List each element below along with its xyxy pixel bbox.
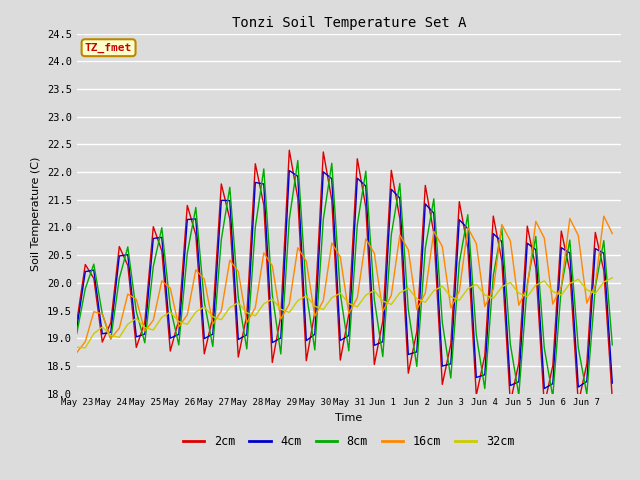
8cm xyxy=(141,340,148,346)
Y-axis label: Soil Temperature (C): Soil Temperature (C) xyxy=(31,156,42,271)
2cm xyxy=(609,396,616,402)
32cm xyxy=(150,327,157,333)
Legend: 2cm, 4cm, 8cm, 16cm, 32cm: 2cm, 4cm, 8cm, 16cm, 32cm xyxy=(179,430,519,453)
8cm xyxy=(73,331,81,336)
8cm xyxy=(294,157,301,163)
16cm xyxy=(422,290,429,296)
4cm xyxy=(73,325,81,331)
32cm xyxy=(81,345,89,351)
Text: TZ_fmet: TZ_fmet xyxy=(85,43,132,53)
2cm xyxy=(422,182,429,188)
4cm xyxy=(430,210,438,216)
4cm xyxy=(540,385,548,391)
Line: 2cm: 2cm xyxy=(77,150,612,406)
Line: 8cm: 8cm xyxy=(77,160,612,397)
4cm xyxy=(285,168,293,173)
8cm xyxy=(609,342,616,348)
8cm xyxy=(303,289,310,295)
32cm xyxy=(73,345,81,350)
8cm xyxy=(422,245,429,251)
4cm xyxy=(379,339,387,345)
2cm xyxy=(73,318,81,324)
32cm xyxy=(422,300,429,305)
16cm xyxy=(73,349,81,355)
16cm xyxy=(600,213,607,219)
16cm xyxy=(609,231,616,237)
4cm xyxy=(141,331,148,337)
Line: 16cm: 16cm xyxy=(77,216,612,352)
2cm xyxy=(345,312,353,317)
16cm xyxy=(294,245,301,251)
Title: Tonzi Soil Temperature Set A: Tonzi Soil Temperature Set A xyxy=(232,16,466,30)
2cm xyxy=(430,230,438,236)
8cm xyxy=(549,394,557,400)
4cm xyxy=(345,333,353,338)
2cm xyxy=(540,403,548,408)
2cm xyxy=(379,318,387,324)
2cm xyxy=(285,147,293,153)
32cm xyxy=(303,293,310,299)
4cm xyxy=(303,338,310,344)
X-axis label: Time: Time xyxy=(335,413,362,423)
32cm xyxy=(379,298,387,304)
Line: 32cm: 32cm xyxy=(77,278,612,348)
32cm xyxy=(430,288,438,294)
32cm xyxy=(345,300,353,306)
4cm xyxy=(609,380,616,386)
8cm xyxy=(379,354,387,360)
2cm xyxy=(141,319,148,325)
2cm xyxy=(303,358,310,363)
16cm xyxy=(337,254,344,260)
8cm xyxy=(345,348,353,354)
32cm xyxy=(609,275,616,281)
8cm xyxy=(430,196,438,202)
4cm xyxy=(422,201,429,207)
16cm xyxy=(371,251,378,256)
16cm xyxy=(141,328,148,334)
Line: 4cm: 4cm xyxy=(77,170,612,388)
16cm xyxy=(413,307,420,312)
